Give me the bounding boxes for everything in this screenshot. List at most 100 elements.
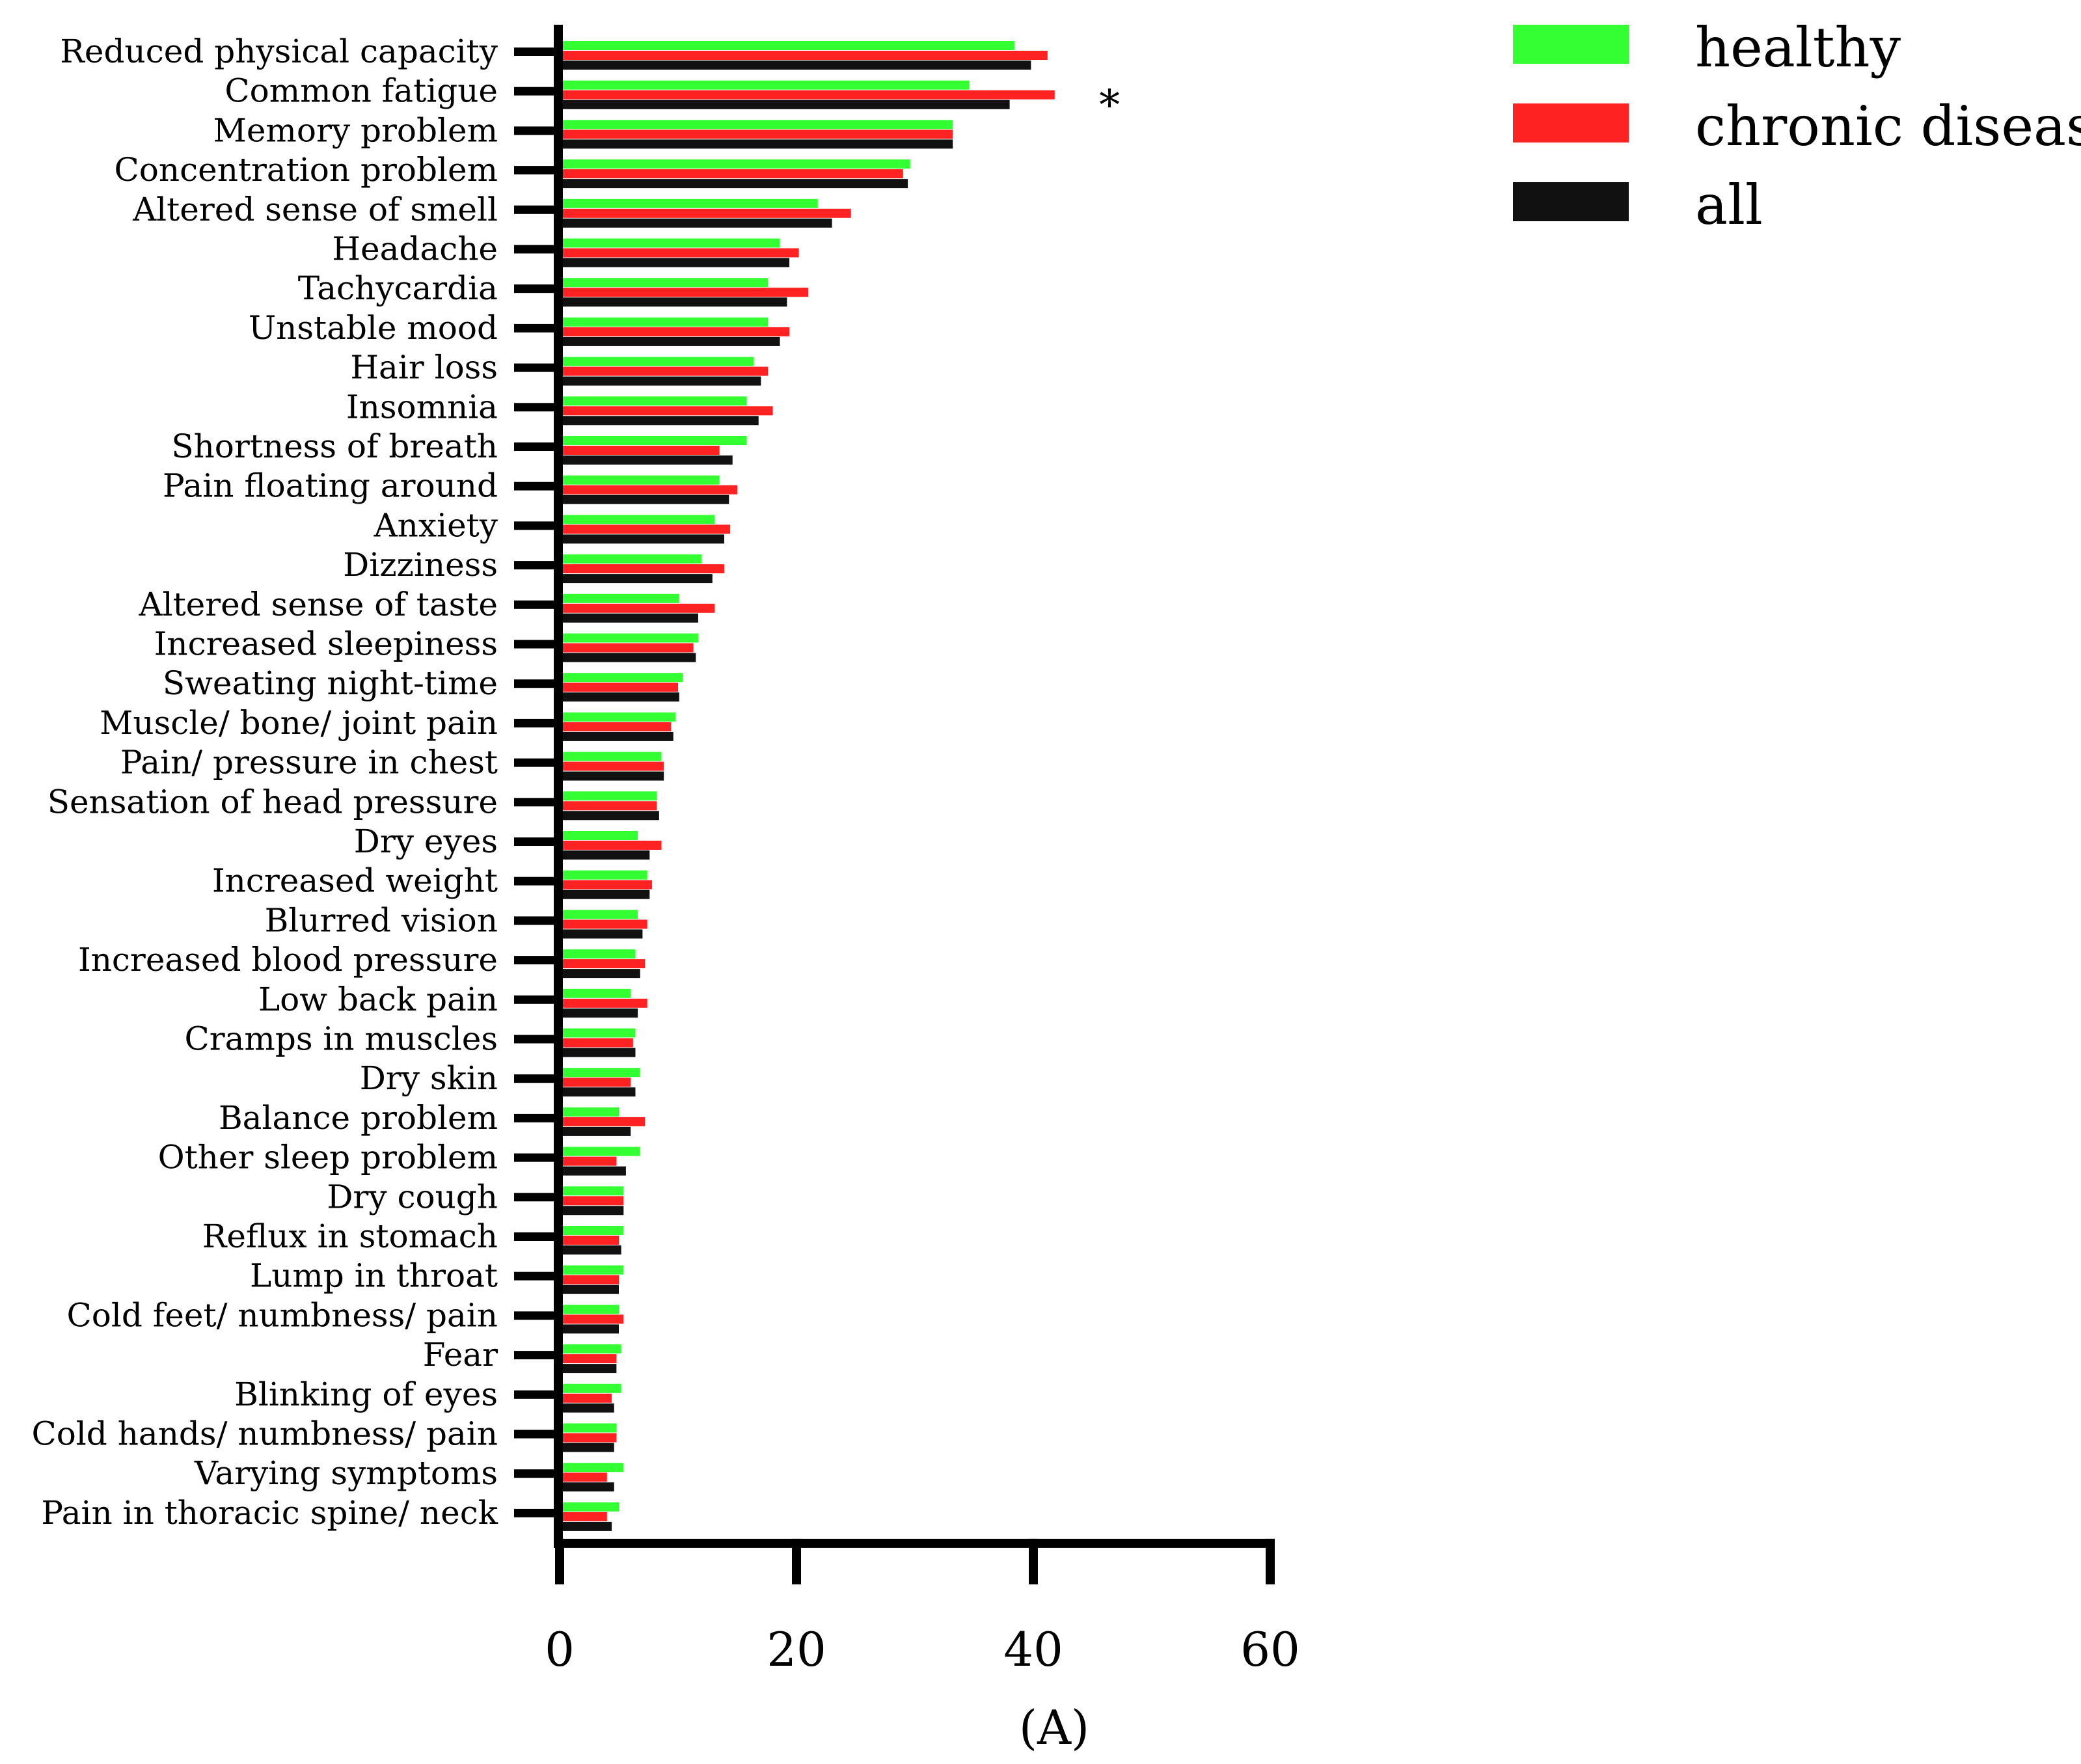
category-label: Pain in thoracic spine/ neck	[41, 1494, 498, 1532]
bar-all-unstable-mood	[560, 336, 780, 346]
bar-healthy-dizziness	[560, 554, 702, 564]
axes: 0 20 40 60 (A)	[514, 25, 1300, 1755]
category-label: Cold hands/ numbness/ pain	[31, 1415, 498, 1453]
y-tick	[514, 1351, 560, 1360]
bar-chronic-disease-increased-blood-pressure	[560, 959, 646, 969]
bar-healthy-varying-symptoms	[560, 1463, 624, 1472]
bar-all-reduced-physical-capacity	[560, 61, 1031, 70]
y-tick	[514, 916, 560, 925]
panel-label: (A)	[1019, 1700, 1089, 1755]
x-tick-label: 60	[1240, 1622, 1300, 1677]
y-tick	[514, 758, 560, 767]
category-label: Hair loss	[350, 349, 498, 387]
bar-chronic-disease-cold-hands-numbness-pain	[560, 1433, 617, 1443]
bar-healthy-pain-floating-around	[560, 475, 720, 485]
bar-all-blurred-vision	[560, 929, 643, 939]
category-label: Increased weight	[212, 862, 498, 900]
y-tick	[514, 284, 560, 293]
y-tick	[514, 323, 560, 332]
y-tick	[514, 956, 560, 965]
y-tick	[514, 166, 560, 175]
bar-chronic-disease-blurred-vision	[560, 919, 647, 929]
category-label: Dry eyes	[354, 822, 498, 860]
y-tick	[514, 521, 560, 530]
bar-healthy-cold-feet-numbness-pain	[560, 1305, 619, 1314]
bar-chronic-disease-shortness-of-breath	[560, 446, 720, 455]
x-tick	[555, 1538, 564, 1584]
bar-chronic-disease-pain-in-thoracic-spine-neck	[560, 1512, 607, 1521]
category-label: Lump in throat	[250, 1257, 498, 1295]
legend-label-all: all	[1695, 173, 1763, 237]
bar-all-increased-weight	[560, 889, 650, 899]
bar-all-cold-feet-numbness-pain	[560, 1324, 619, 1334]
category-label: Pain floating around	[163, 467, 498, 505]
y-tick	[514, 1113, 560, 1122]
bar-chronic-disease-dry-eyes	[560, 841, 662, 850]
category-label: Sensation of head pressure	[48, 783, 498, 821]
bar-chronic-disease-varying-symptoms	[560, 1472, 607, 1482]
x-tick-label: 40	[1003, 1622, 1063, 1677]
bar-healthy-altered-sense-of-taste	[560, 593, 679, 603]
category-label: Reflux in stomach	[202, 1217, 498, 1255]
y-tick	[514, 718, 560, 727]
category-label: Anxiety	[374, 506, 498, 544]
bar-healthy-pain-in-thoracic-spine-neck	[560, 1502, 619, 1512]
bar-healthy-memory-problem	[560, 120, 953, 129]
y-tick	[514, 600, 560, 609]
category-label: Fear	[423, 1336, 498, 1374]
bar-all-pain-in-thoracic-spine-neck	[560, 1521, 612, 1531]
bar-chronic-disease-dry-skin	[560, 1078, 631, 1087]
bar-all-cramps-in-muscles	[560, 1048, 636, 1057]
bar-all-shortness-of-breath	[560, 455, 733, 465]
bar-chronic-disease-common-fatigue	[560, 90, 1055, 100]
bar-healthy-muscle-bone-joint-pain	[560, 712, 676, 722]
significance-marker: *	[1099, 82, 1120, 130]
bar-all-cold-hands-numbness-pain	[560, 1443, 614, 1452]
legend-label-chronic-disease: chronic disease	[1695, 94, 2081, 158]
bar-chronic-disease-lump-in-throat	[560, 1275, 619, 1284]
bars-layer	[560, 41, 1055, 1531]
category-label: Balance problem	[219, 1099, 498, 1137]
bar-healthy-blinking-of-eyes	[560, 1383, 621, 1393]
bar-chronic-disease-fear	[560, 1354, 617, 1364]
category-label: Memory problem	[213, 111, 498, 149]
bar-all-common-fatigue	[560, 100, 1010, 109]
bar-healthy-shortness-of-breath	[560, 436, 747, 445]
category-label: Cramps in muscles	[184, 1020, 498, 1058]
y-tick	[514, 798, 560, 807]
y-tick	[514, 1430, 560, 1439]
bar-healthy-dry-cough	[560, 1186, 624, 1196]
legend-swatch-chronic-disease	[1513, 103, 1629, 142]
bar-chronic-disease-tachycardia	[560, 288, 809, 297]
y-tick	[514, 1508, 560, 1517]
y-tick	[514, 1035, 560, 1044]
y-tick	[514, 876, 560, 886]
bar-healthy-blurred-vision	[560, 910, 638, 919]
category-label: Other sleep problem	[158, 1139, 498, 1176]
bar-chronic-disease-reduced-physical-capacity	[560, 51, 1048, 60]
y-tick	[514, 1232, 560, 1241]
bar-chronic-disease-altered-sense-of-taste	[560, 603, 715, 613]
bar-chronic-disease-pain-pressure-in-chest	[560, 761, 664, 771]
category-label: Altered sense of smell	[132, 191, 498, 228]
y-tick	[514, 482, 560, 491]
category-label: Blurred vision	[265, 901, 498, 939]
bar-chronic-disease-altered-sense-of-smell	[560, 208, 851, 218]
bar-healthy-lump-in-throat	[560, 1265, 624, 1275]
bar-all-varying-symptoms	[560, 1482, 614, 1492]
bar-healthy-increased-sleepiness	[560, 633, 698, 643]
bar-healthy-concentration-problem	[560, 159, 910, 169]
bar-all-reflux-in-stomach	[560, 1245, 621, 1255]
bar-all-altered-sense-of-smell	[560, 218, 832, 228]
category-label: Shortness of breath	[171, 427, 498, 465]
category-label: Muscle/ bone/ joint pain	[100, 704, 498, 742]
y-tick	[514, 1271, 560, 1281]
bar-healthy-altered-sense-of-smell	[560, 198, 818, 208]
category-label: Cold feet/ numbness/ pain	[67, 1296, 498, 1334]
bar-chronic-disease-concentration-problem	[560, 169, 903, 179]
category-label: Pain/ pressure in chest	[120, 744, 498, 781]
bar-chronic-disease-sensation-of-head-pressure	[560, 801, 657, 811]
y-tick	[514, 679, 560, 688]
bar-all-pain-pressure-in-chest	[560, 771, 664, 781]
y-tick	[514, 1193, 560, 1202]
